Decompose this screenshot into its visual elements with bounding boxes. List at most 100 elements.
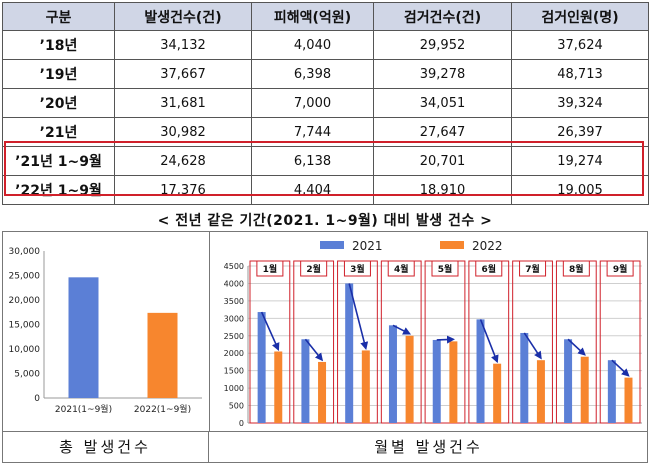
header-arrests: 검거건수(건) <box>373 2 512 31</box>
bar-2022 <box>449 341 458 423</box>
y-tick-label: 0 <box>239 419 244 428</box>
row-label: ’19년 <box>2 59 115 89</box>
bar-2021 <box>301 339 310 423</box>
bar-2022 <box>405 335 414 423</box>
cell-damage: 6,138 <box>251 146 374 176</box>
bar-2021 <box>564 339 573 423</box>
y-tick-label: 30,000 <box>9 247 41 257</box>
row-label: ’21년 1~9월 <box>2 146 115 176</box>
x-tick-label: 2월 <box>306 263 321 275</box>
cell-occurrences: 17,376 <box>114 175 252 205</box>
cell-occurrences: 31,681 <box>114 88 252 118</box>
bar-2021 <box>345 283 354 423</box>
cell-arrested-persons: 19,005 <box>511 175 649 205</box>
cell-arrests: 18,910 <box>373 175 512 205</box>
x-tick-label: 4월 <box>394 263 409 275</box>
table-row: ’22년 1~9월 17,376 4,404 18,910 19,005 <box>2 175 649 205</box>
legend-label: 2021 <box>352 239 383 253</box>
month-label-box <box>475 260 503 277</box>
trend-arrow <box>392 324 412 335</box>
y-tick-label: 500 <box>229 402 244 411</box>
bar-2021 <box>476 319 485 423</box>
bar-2021 <box>520 332 529 423</box>
x-tick-label: 7월 <box>525 263 540 275</box>
bar-2022 <box>536 360 545 423</box>
month-box <box>293 260 335 424</box>
y-tick-label: 10,000 <box>9 345 41 355</box>
header-arrested-persons: 검거인원(명) <box>511 2 649 31</box>
bar-2022 <box>580 356 589 423</box>
x-tick-label: 2021(1~9월) <box>55 403 112 415</box>
month-box <box>555 260 597 424</box>
cell-arrested-persons: 39,324 <box>511 88 649 118</box>
bar-2021 <box>388 325 397 423</box>
x-tick-label: 6월 <box>482 263 497 275</box>
y-tick-label: 2500 <box>224 332 244 341</box>
cell-occurrences: 37,667 <box>114 59 252 89</box>
trend-arrow <box>479 319 499 364</box>
table-row: ’20년 31,681 7,000 34,051 39,324 <box>2 88 649 118</box>
cell-arrests: 29,952 <box>373 30 512 60</box>
cell-occurrences: 30,982 <box>114 117 252 147</box>
row-label: ’20년 <box>2 88 115 118</box>
total-occurrences-chart: 0 5,000 10,000 15,000 20,000 25,000 30,000 2021… <box>9 247 202 415</box>
month-label-box <box>606 260 634 277</box>
cell-damage: 4,040 <box>251 30 374 60</box>
x-tick-label: 9월 <box>613 263 628 275</box>
bar <box>147 312 178 398</box>
y-tick-label: 15,000 <box>9 321 41 331</box>
statistics-table: 구분 발생건수(건) 피해액(억원) 검거건수(건) 검거인원(명) ’18년 … <box>2 2 649 205</box>
chart-frame <box>2 231 648 463</box>
monthly-occurrences-caption: 월별 발생건수 <box>209 431 648 463</box>
y-tick-label: 4000 <box>224 279 244 288</box>
row-label: ’22년 1~9월 <box>2 175 115 205</box>
cell-arrests: 39,278 <box>373 59 512 89</box>
y-tick-label: 1500 <box>224 367 244 376</box>
cell-arrested-persons: 19,274 <box>511 146 649 176</box>
month-box <box>380 260 422 424</box>
month-box <box>512 260 553 424</box>
cell-damage: 7,000 <box>251 88 374 118</box>
trend-arrow <box>523 332 542 360</box>
y-tick-label: 3000 <box>224 314 244 323</box>
legend-swatch <box>440 241 464 249</box>
cell-damage: 7,744 <box>251 117 374 147</box>
cell-arrests: 34,051 <box>373 88 512 118</box>
header-category: 구분 <box>2 2 115 31</box>
y-tick-label: 25,000 <box>9 272 41 282</box>
trend-arrow <box>567 338 586 356</box>
y-tick-label: 1000 <box>224 384 244 393</box>
monthly-occurrences-panel: 2021 2022 0 500 1000 1500 2000 2500 3000 3500 4000… <box>209 231 649 431</box>
trend-arrow <box>436 335 455 344</box>
bar-2022 <box>624 377 633 423</box>
row-label: ’18년 <box>2 30 115 60</box>
table-row: ’19년 37,667 6,398 39,278 48,713 <box>2 59 649 89</box>
cell-arrested-persons: 26,397 <box>511 117 649 147</box>
cell-occurrences: 24,628 <box>114 146 252 176</box>
cell-arrests: 27,647 <box>373 117 512 147</box>
table-row: ’18년 34,132 4,040 29,952 37,624 <box>2 30 649 60</box>
cell-damage: 4,404 <box>251 175 374 205</box>
trend-arrow <box>260 311 280 351</box>
month-box <box>599 260 641 424</box>
month-box <box>337 260 378 424</box>
month-label-box <box>300 260 328 277</box>
trend-arrow <box>304 338 324 362</box>
cell-arrested-persons: 48,713 <box>511 59 649 89</box>
bar-2022 <box>361 350 370 423</box>
month-label-box <box>562 260 590 277</box>
cell-arrested-persons: 37,624 <box>511 30 649 60</box>
month-label-box <box>256 260 284 277</box>
bar-2021 <box>257 312 266 423</box>
cell-occurrences: 34,132 <box>114 30 252 60</box>
month-label-box <box>431 260 459 277</box>
total-occurrences-caption: 총 발생건수 <box>2 431 209 463</box>
bar-2022 <box>274 351 283 423</box>
monthly-occurrences-chart: 2021 2022 0 500 1000 1500 2000 2500 3000 3500 4000… <box>224 239 642 428</box>
x-tick-label: 8월 <box>569 263 584 275</box>
trend-arrow <box>348 283 369 350</box>
table-header-row: 구분 발생건수(건) 피해액(억원) 검거건수(건) 검거인원(명) <box>2 2 649 31</box>
legend-label: 2022 <box>472 239 503 253</box>
bar-2021 <box>607 360 616 423</box>
month-label-box <box>343 260 371 277</box>
